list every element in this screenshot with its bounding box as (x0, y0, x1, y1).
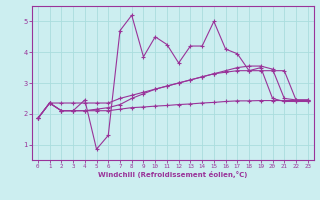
X-axis label: Windchill (Refroidissement éolien,°C): Windchill (Refroidissement éolien,°C) (98, 171, 247, 178)
